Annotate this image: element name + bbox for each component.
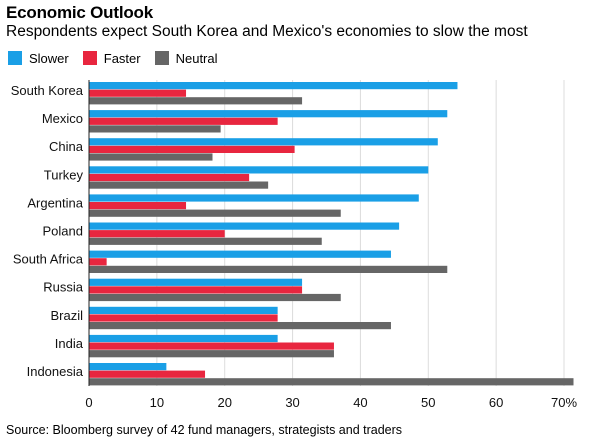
chart-title: Economic Outlook (6, 3, 153, 22)
legend-label-faster: Faster (103, 50, 141, 66)
bar-faster (89, 370, 206, 378)
bar-neutral (89, 237, 322, 245)
bar-slower (89, 334, 278, 343)
bar-faster (89, 202, 187, 210)
bar-neutral (89, 293, 341, 302)
bar-neutral (89, 125, 221, 133)
bar-slower (89, 194, 419, 202)
bar-slower (89, 222, 400, 230)
category-label: India (55, 336, 84, 351)
x-tick-label: 0 (85, 395, 92, 410)
x-tick-label: 60 (489, 395, 503, 410)
category-label: China (49, 139, 84, 154)
legend-label-neutral: Neutral (175, 50, 218, 66)
bar-slower (89, 82, 458, 90)
bar-faster (89, 286, 303, 294)
bar-neutral (89, 350, 334, 358)
bar-slower (89, 306, 278, 314)
bar-slower (89, 250, 391, 258)
legend-swatch-neutral (154, 51, 169, 65)
legend: Slower Faster Neutral (8, 50, 232, 66)
bar-slower (89, 278, 303, 286)
category-label: Indonesia (27, 364, 84, 379)
category-label: Argentina (27, 195, 83, 210)
bar-neutral (89, 181, 269, 189)
x-tick-label: 70% (551, 395, 577, 410)
x-tick-label: 20 (217, 395, 231, 410)
bar-faster (89, 258, 107, 266)
legend-item-slower: Slower (8, 51, 69, 66)
category-label: Russia (43, 280, 84, 295)
legend-swatch-slower (8, 51, 22, 65)
legend-label-slower: Slower (29, 50, 69, 66)
source-note: Source: Bloomberg survey of 42 fund mana… (6, 423, 403, 437)
category-label: South Korea (11, 83, 84, 98)
x-tick-label: 40 (353, 395, 367, 410)
bar-neutral (89, 97, 303, 105)
legend-item-faster: Faster (82, 50, 141, 66)
category-label: Turkey (44, 167, 84, 182)
category-label: Mexico (42, 111, 83, 126)
bar-faster (89, 314, 278, 322)
legend-swatch-faster (82, 51, 97, 65)
x-tick-label: 50 (421, 395, 435, 410)
bar-faster (89, 89, 187, 97)
bar-neutral (89, 153, 213, 161)
bar-faster (89, 230, 225, 238)
bar-neutral (89, 209, 341, 217)
bar-faster (89, 117, 278, 125)
bar-neutral (89, 322, 391, 330)
bar-neutral (89, 378, 574, 386)
category-label: Brazil (50, 308, 83, 323)
bar-slower (89, 110, 448, 118)
chart-subtitle: Respondents expect South Korea and Mexic… (6, 23, 528, 40)
x-tick-label: 10 (150, 395, 164, 410)
bar-slower (89, 363, 167, 371)
bar-faster (89, 342, 334, 350)
legend-item-neutral: Neutral (154, 50, 218, 66)
bar-neutral (89, 265, 448, 273)
bar-slower (89, 166, 429, 174)
category-label: South Africa (13, 252, 84, 267)
bar-slower (89, 138, 438, 146)
x-tick-label: 30 (285, 395, 299, 410)
category-label: Poland (43, 224, 83, 239)
bar-faster (89, 145, 295, 153)
bar-faster (89, 173, 250, 182)
